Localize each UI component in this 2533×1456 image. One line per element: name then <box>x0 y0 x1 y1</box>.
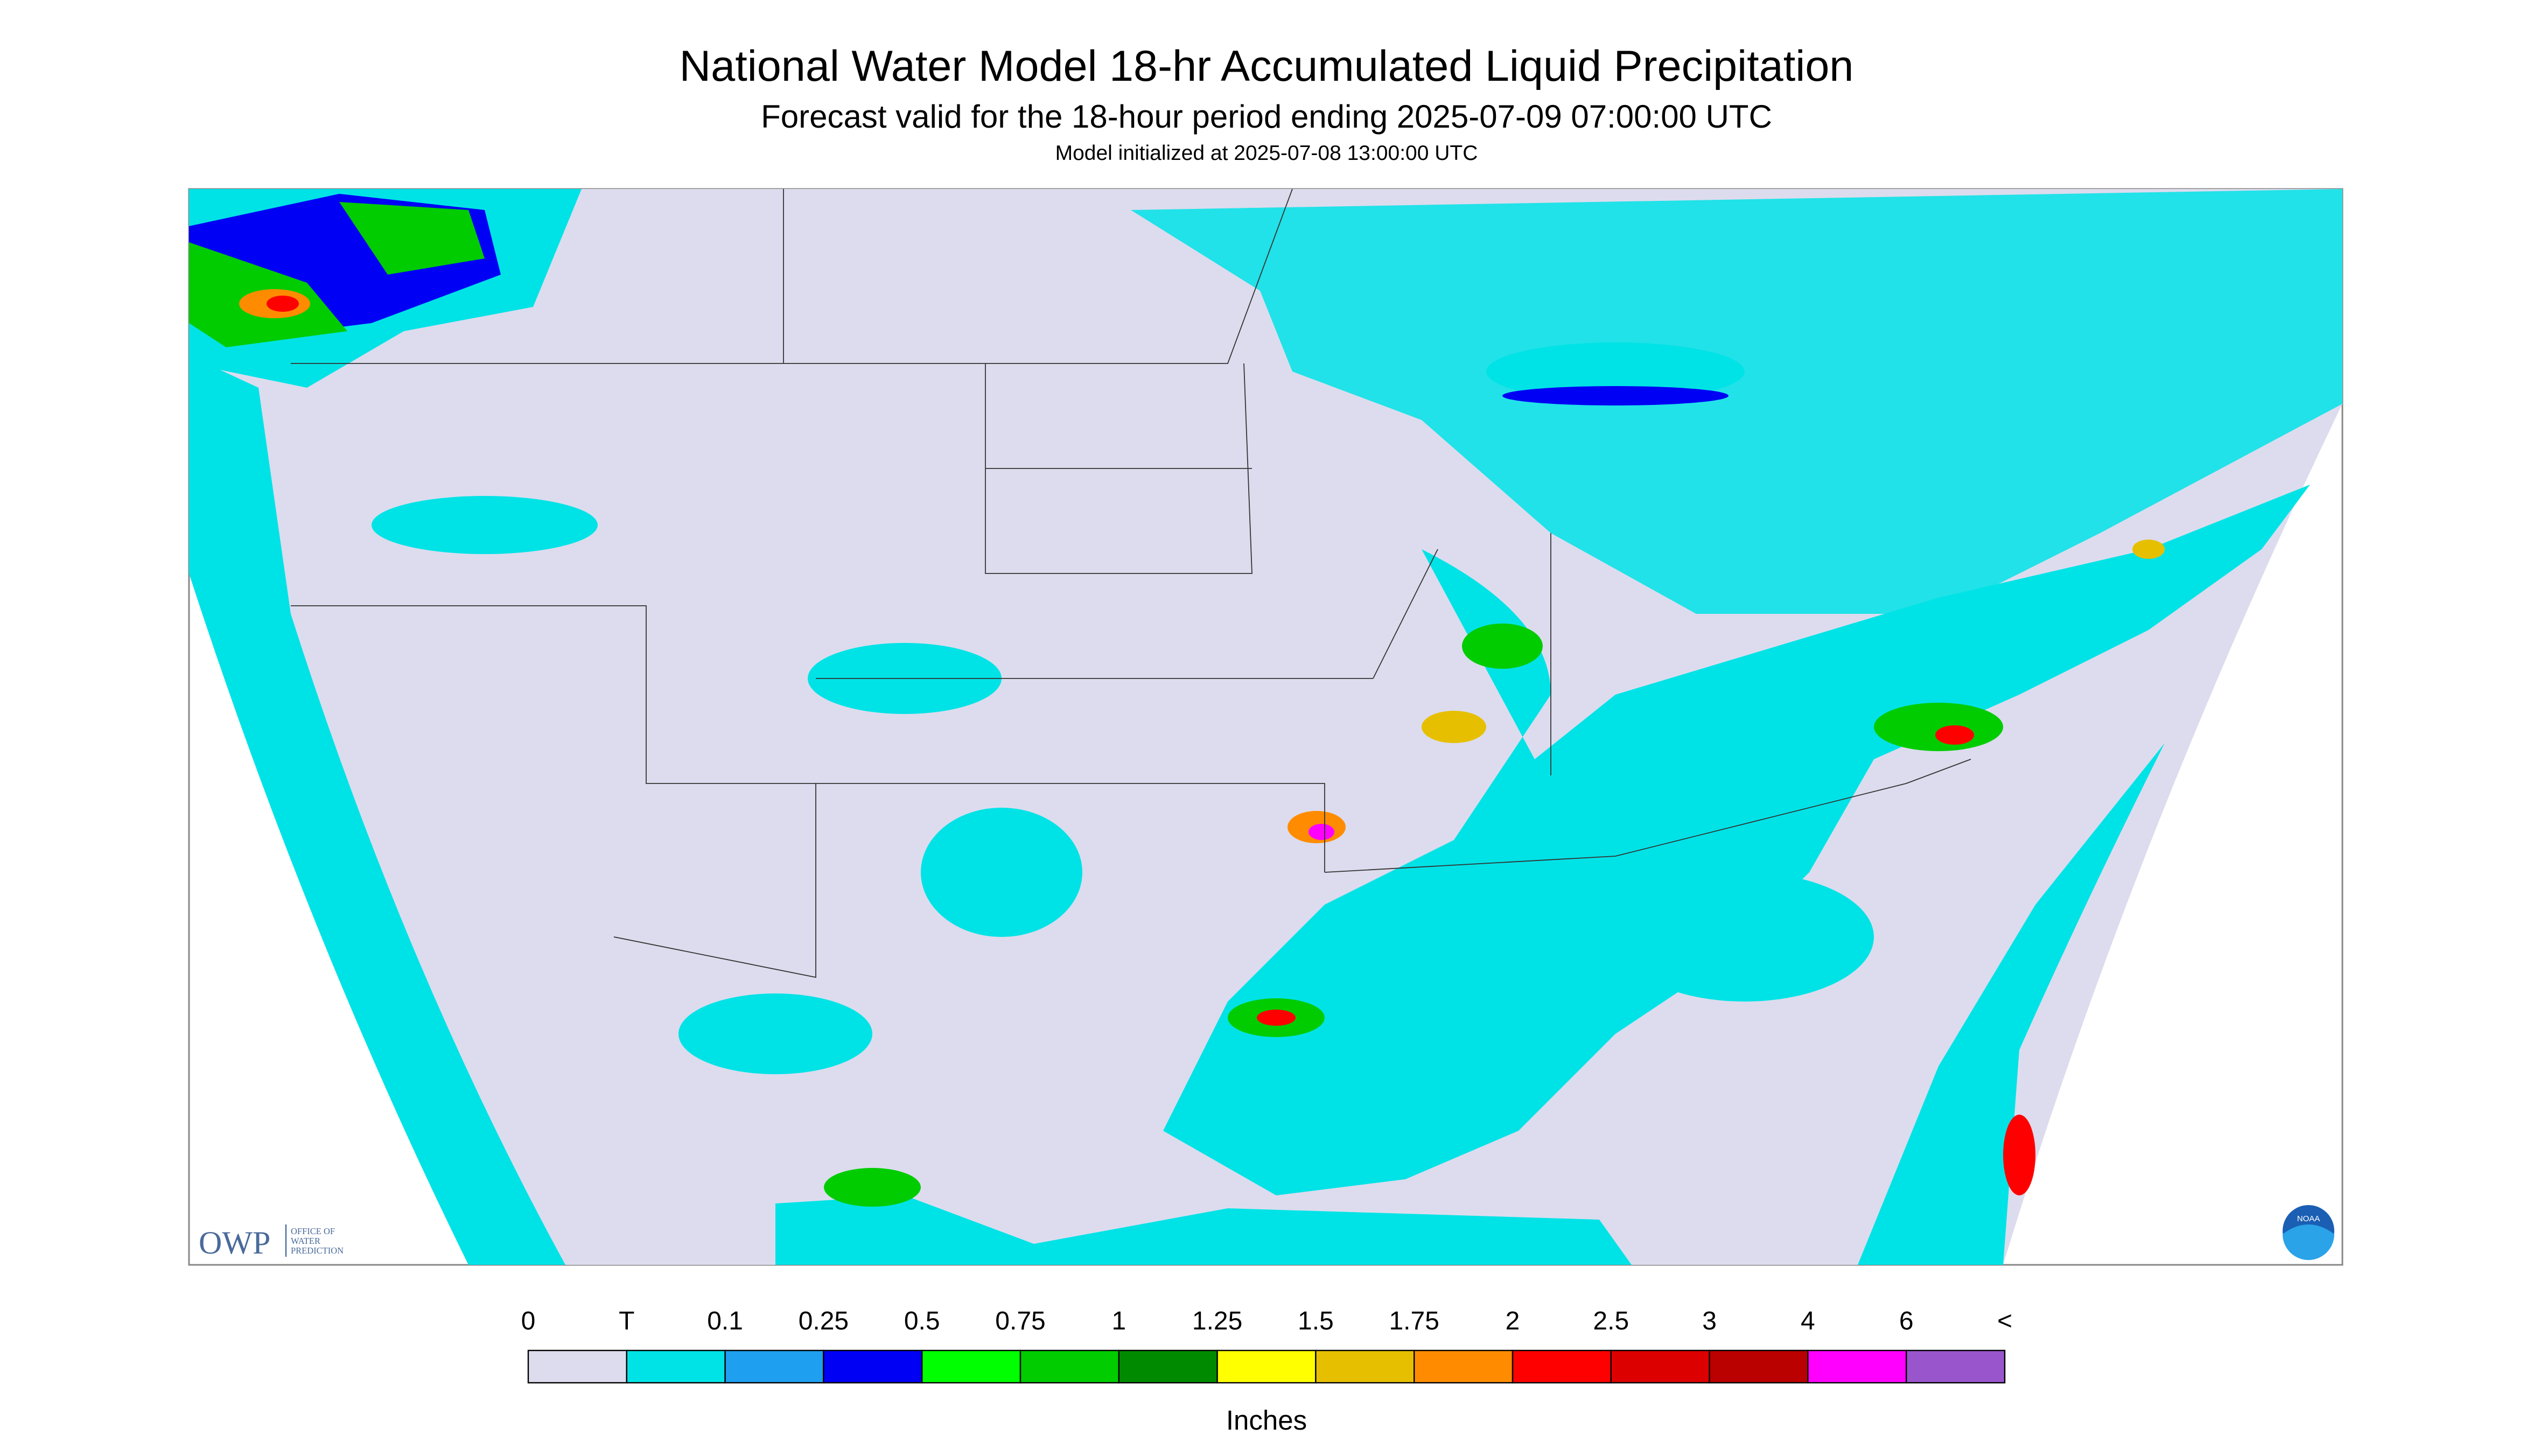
precip-trace <box>189 189 2342 1265</box>
colorbar-units: Inches <box>1226 1405 1307 1436</box>
legend-label: 1 <box>1111 1307 1126 1335</box>
legend-label: 4 <box>1801 1307 1815 1335</box>
title: National Water Model 18-hr Accumulated L… <box>680 42 1854 90</box>
legend-swatch <box>1019 1349 1120 1384</box>
noaa-logo: NOAA <box>2283 1205 2334 1261</box>
owp-logo-sub: PREDICTION <box>291 1245 344 1256</box>
legend-swatch <box>1118 1349 1218 1384</box>
legend-label: 1.5 <box>1298 1307 1334 1335</box>
subtitle: Forecast valid for the 18-hour period en… <box>761 99 1772 135</box>
map <box>188 188 2343 1266</box>
init-time: Model initialized at 2025-07-08 13:00:00… <box>1055 142 1478 165</box>
noaa-logo-text: NOAA <box>2297 1214 2320 1223</box>
legend-swatch <box>626 1349 726 1384</box>
owp-logo-sub: OFFICE OF <box>291 1226 335 1236</box>
legend-label: 0.75 <box>995 1307 1045 1335</box>
legend-label: 2 <box>1506 1307 1520 1335</box>
legend-label: < <box>1997 1307 2012 1335</box>
legend-label: 0.5 <box>904 1307 940 1335</box>
legend-swatch <box>823 1349 923 1384</box>
legend-swatch <box>1216 1349 1317 1384</box>
legend-swatch <box>1315 1349 1415 1384</box>
legend-label: 1.75 <box>1389 1307 1439 1335</box>
owp-logo-sub: WATER <box>291 1236 320 1246</box>
legend-swatch <box>1709 1349 1809 1384</box>
legend-label: T <box>619 1307 634 1335</box>
owp-logo-text: OWP <box>199 1225 270 1261</box>
colorbar: 0 T 0.1 0.25 0.5 0.75 1 1.25 1.5 1.75 2 2.5 3 4 6 < <box>521 1307 2012 1384</box>
legend-swatch <box>1512 1349 1612 1384</box>
legend-label: 1.25 <box>1192 1307 1242 1335</box>
legend-swatch <box>1905 1349 2006 1384</box>
legend-swatch <box>921 1349 1021 1384</box>
borders <box>291 188 1971 978</box>
legend-label: 0.1 <box>707 1307 743 1335</box>
legend-swatch <box>1807 1349 1907 1384</box>
legend-swatch <box>724 1349 824 1384</box>
legend-swatch <box>1414 1349 1514 1384</box>
legend-label: 6 <box>1899 1307 1914 1335</box>
legend-label: 0.25 <box>799 1307 849 1335</box>
legend-label: 3 <box>1702 1307 1717 1335</box>
precip-moderate <box>189 194 2165 1207</box>
legend-label: 0 <box>521 1307 536 1335</box>
legend-swatch <box>527 1349 628 1384</box>
legend-swatch <box>1610 1349 1710 1384</box>
legend-label: 2.5 <box>1593 1307 1629 1335</box>
owp-logo: OWP OFFICE OF WATER PREDICTION <box>199 1224 344 1261</box>
